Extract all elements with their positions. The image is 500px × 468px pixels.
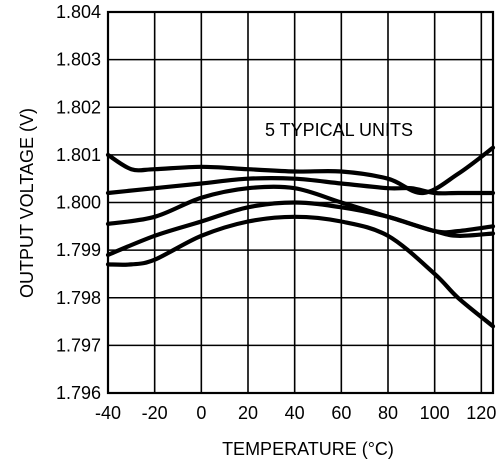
x-tick-label: 80: [378, 403, 398, 423]
y-tick-label: 1.798: [56, 288, 101, 308]
y-axis-title: OUTPUT VOLTAGE (V): [17, 108, 37, 298]
chart-series-group: [105, 145, 496, 329]
y-tick-label: 1.802: [56, 97, 101, 117]
x-tick-label: 120: [466, 403, 496, 423]
x-tick-label: 20: [238, 403, 258, 423]
unit-curve-4: [105, 200, 496, 257]
y-tick-label: 1.804: [56, 2, 101, 22]
x-tick-labels: -40 -20 0 20 40 60 80 100 120: [95, 403, 496, 423]
y-tick-labels: 1.796 1.797 1.798 1.799 1.800 1.801 1.802 1.803…: [56, 2, 101, 403]
x-tick-label: 60: [331, 403, 351, 423]
y-tick-label: 1.796: [56, 383, 101, 403]
unit-curve-1: [105, 145, 496, 196]
x-axis-title: TEMPERATURE (°C): [222, 439, 394, 459]
y-tick-label: 1.797: [56, 335, 101, 355]
y-tick-label: 1.801: [56, 145, 101, 165]
x-tick-label: 0: [196, 403, 206, 423]
x-tick-label: -40: [95, 403, 121, 423]
y-tick-label: 1.803: [56, 50, 101, 70]
x-tick-label: 100: [420, 403, 450, 423]
annotation-text: 5 TYPICAL UNITS: [265, 120, 413, 140]
x-tick-label: -20: [142, 403, 168, 423]
x-tick-label: 40: [285, 403, 305, 423]
unit-curve-5: [105, 214, 496, 329]
plot-frame: [106, 10, 495, 395]
unit-curve-3: [105, 184, 496, 238]
unit-curve-2: [105, 176, 496, 196]
y-tick-label: 1.799: [56, 240, 101, 260]
y-tick-label: 1.800: [56, 193, 101, 213]
